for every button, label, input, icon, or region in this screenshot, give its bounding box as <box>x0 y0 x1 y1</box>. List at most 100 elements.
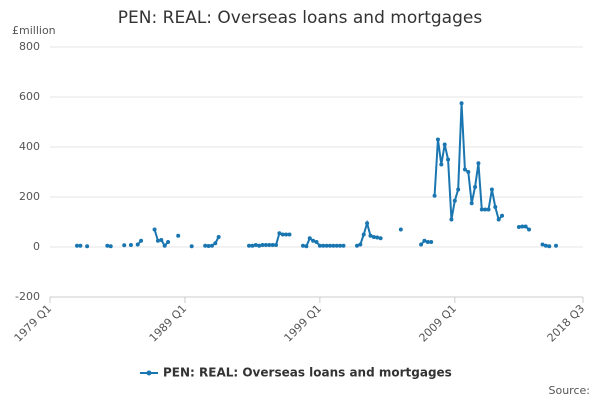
point <box>257 243 262 248</box>
point <box>540 242 545 247</box>
x-tick-label: 2018 Q3 <box>545 302 588 345</box>
legend: PEN: REAL: Overseas loans and mortgages <box>163 366 452 380</box>
point <box>216 235 221 239</box>
point <box>489 187 494 192</box>
point <box>456 187 461 192</box>
point <box>301 243 306 248</box>
point <box>496 217 501 222</box>
x-tick-label: 1999 Q1 <box>282 302 325 345</box>
point <box>462 167 467 172</box>
point <box>476 161 481 166</box>
point <box>483 207 488 212</box>
x-tick-label: 2009 Q1 <box>417 302 460 345</box>
point <box>260 243 265 247</box>
line <box>153 229 169 248</box>
point <box>432 193 437 198</box>
point <box>341 243 346 248</box>
point <box>527 227 532 232</box>
point <box>429 240 434 244</box>
point <box>105 243 110 248</box>
line <box>433 103 503 222</box>
point <box>375 235 380 240</box>
line <box>356 219 381 247</box>
point <box>442 142 447 147</box>
point <box>358 242 363 247</box>
point <box>139 238 144 243</box>
y-tick-label: 0 <box>33 240 40 253</box>
point <box>523 224 528 229</box>
point <box>422 238 427 243</box>
point <box>189 244 194 249</box>
point <box>331 243 336 248</box>
point <box>378 236 383 241</box>
source: Source: <box>549 384 591 397</box>
point <box>263 243 268 247</box>
point <box>85 244 90 249</box>
point <box>439 162 444 167</box>
point <box>321 243 326 248</box>
point <box>543 243 548 248</box>
point <box>425 240 430 244</box>
point <box>250 243 255 248</box>
point <box>159 238 164 242</box>
point <box>314 240 319 244</box>
point <box>547 244 552 249</box>
point <box>361 232 366 237</box>
point <box>516 225 521 229</box>
point <box>520 224 525 229</box>
point <box>247 243 252 248</box>
point <box>274 243 279 247</box>
point <box>277 231 282 236</box>
point <box>108 244 113 249</box>
point <box>398 227 403 232</box>
point <box>304 244 309 249</box>
point <box>324 243 329 248</box>
y-tick-label: 400 <box>19 140 40 153</box>
point <box>317 243 322 248</box>
y-tick-label: -200 <box>15 290 40 303</box>
point <box>122 243 127 248</box>
point <box>338 243 343 248</box>
point <box>493 205 498 209</box>
point <box>78 243 83 248</box>
point <box>486 207 491 212</box>
y-tick-label: 600 <box>19 90 40 103</box>
point <box>209 243 214 248</box>
point <box>270 243 275 247</box>
y-tick-label: 200 <box>19 190 40 203</box>
point <box>479 207 484 212</box>
point <box>74 243 79 248</box>
point <box>166 240 171 244</box>
point <box>473 185 478 189</box>
chart-title: PEN: REAL: Overseas loans and mortgages <box>118 8 483 28</box>
point <box>368 233 373 238</box>
y-tick-label: 800 <box>19 40 40 53</box>
point <box>176 233 181 238</box>
point <box>280 232 285 237</box>
point <box>307 236 312 241</box>
point <box>213 241 218 246</box>
point <box>155 238 160 243</box>
point <box>311 238 316 243</box>
point <box>203 243 208 248</box>
point <box>554 243 559 248</box>
point <box>152 227 157 232</box>
legend-swatch-point <box>146 370 152 376</box>
point <box>365 221 370 226</box>
point <box>435 137 440 142</box>
point <box>419 242 424 247</box>
point <box>327 243 332 248</box>
point <box>267 243 272 247</box>
point <box>206 244 211 248</box>
point <box>253 243 258 247</box>
point <box>287 232 292 237</box>
point <box>466 170 471 174</box>
x-tick-label: 1989 Q1 <box>147 302 190 345</box>
point <box>135 242 140 247</box>
y-axis-label: £million <box>12 24 56 37</box>
point <box>459 101 464 106</box>
point <box>371 235 376 239</box>
point <box>284 232 289 237</box>
point <box>162 243 167 248</box>
